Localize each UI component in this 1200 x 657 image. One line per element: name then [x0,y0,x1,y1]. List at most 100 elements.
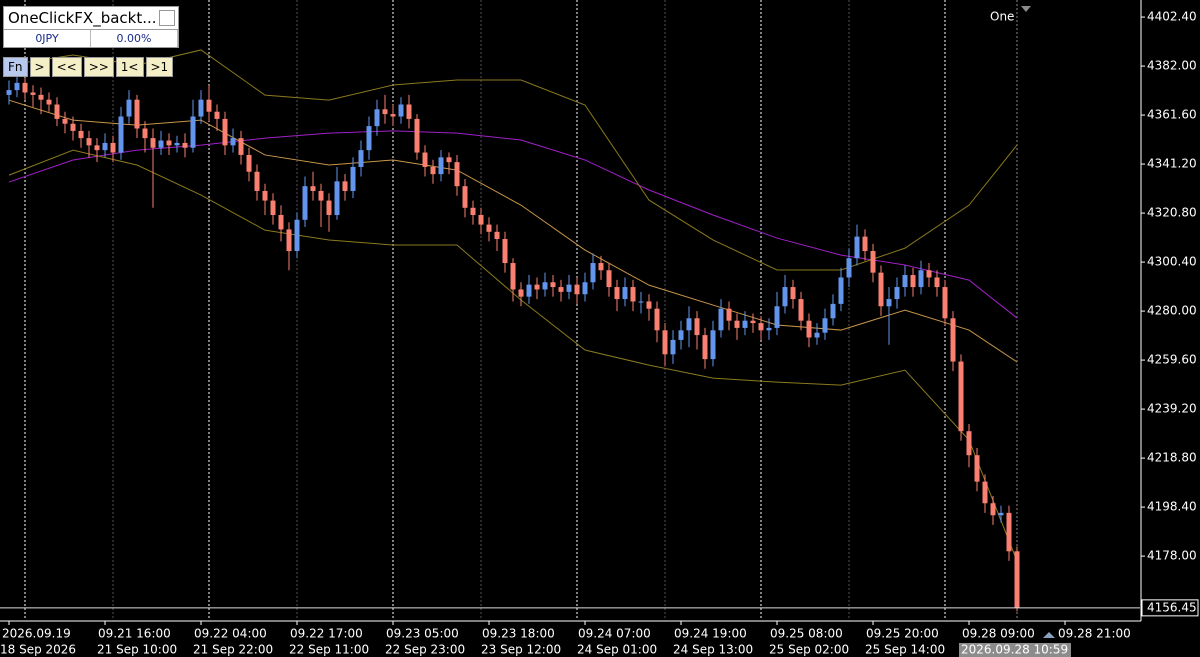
candle-body [70,123,76,131]
candle-body [190,116,196,148]
candle-body [134,99,140,129]
candle-body [422,152,428,167]
x-tick-label: 09.22 17:00 [290,627,363,641]
annotation: One [990,10,1014,24]
candle-body [334,181,340,215]
x-tick-label: 21 Sep 10:00 [97,643,177,657]
candle-body [406,104,412,119]
x-tick-label: 09.28 21:00 [1058,627,1131,641]
panel-button[interactable]: >> [83,57,114,77]
x-tick-label: 09.25 20:00 [866,627,939,641]
candle-body [982,481,988,504]
panel-button[interactable]: << [51,57,82,77]
candle-body [926,270,932,278]
candle-body [118,116,124,153]
y-tick-label: 4402.40 [1147,10,1197,24]
candle-body [822,318,828,333]
x-tick-label: 09.24 07:00 [578,627,651,641]
x-tick-label: 25 Sep 02:00 [769,643,849,657]
candle-body [30,92,36,95]
candle-body [950,318,956,362]
cursor-time-bg [959,643,1071,657]
scroll-marker [1043,632,1055,638]
candle-body [526,284,532,297]
candle-body [534,284,540,290]
candle-body [182,142,188,148]
candle-body [486,224,492,232]
candle-body [150,138,156,148]
panel-button[interactable]: Fn [3,57,28,77]
candle-body [502,239,508,264]
panel-button[interactable]: 1< [115,57,144,77]
candle-body [510,263,516,290]
candle-body [718,308,724,331]
button-row: Fn > << >> 1< >1 [3,57,179,77]
candle-body [166,140,172,146]
candle-body [198,99,204,117]
panel-button[interactable]: > [29,57,50,77]
candle-body [398,104,404,117]
candle-body [590,263,596,283]
candle-body [662,330,668,355]
candle-body [838,277,844,304]
x-tick-label: 2026.09.19 [2,627,71,641]
x-tick-label: 09.24 19:00 [674,627,747,641]
candle-body [702,335,708,360]
candle-body [998,512,1004,516]
candle-body [374,109,380,127]
candle-body [974,455,980,482]
candle-body [318,190,324,201]
candle-body [462,186,468,208]
y-tick-label: 4259.60 [1147,353,1197,367]
y-tick-label: 4218.80 [1147,451,1197,465]
candle-body [886,299,892,307]
candle-body [574,284,580,295]
candle-body [766,327,772,331]
x-tick-label: 25 Sep 14:00 [865,643,945,657]
candle-body [222,118,228,146]
x-tick-label: 21 Sep 22:00 [193,643,273,657]
candle-body [958,361,964,432]
candle-body [142,128,148,139]
candle-body [302,186,308,220]
indicator-line [8,99,1018,363]
candle-body [798,299,804,321]
candle-body [102,142,108,151]
panel-row: 0JPY 0.00% [3,30,179,48]
x-tick-label: 09.23 05:00 [386,627,459,641]
candle-body [310,186,316,191]
candle-body [350,166,356,191]
candle-body [854,236,860,259]
x-tick-label: 23 Sep 12:00 [481,643,561,657]
candle-body [646,301,652,309]
x-tick-label: 09.23 18:00 [482,627,555,641]
candle-body [622,287,628,300]
candle-body [246,154,252,172]
close-box[interactable] [159,10,175,26]
panel-title[interactable]: OneClickFX_backt... [3,6,179,30]
candle-body [902,275,908,288]
candle-body [870,251,876,273]
candle-body [342,181,348,191]
candle-body [774,306,780,328]
candle-body [278,214,284,230]
one-click-panel: OneClickFX_backt... 0JPY 0.00% Fn > << >> 1<… [3,6,179,77]
candle-body [758,323,764,331]
candle-body [38,94,44,100]
candle-body [918,270,924,288]
candle-body [606,270,612,288]
candle-body [286,229,292,252]
candle-body [734,320,740,328]
candle-body [910,275,916,288]
candle-body [934,277,940,288]
panel-title-text: OneClickFX_backt... [8,9,157,27]
candle-body [358,150,364,167]
candle-body [238,138,244,155]
candle-body [814,332,820,338]
candle-body [942,287,948,319]
candle-body [470,207,476,215]
indicator-line [8,130,1018,319]
candle-body [390,114,396,117]
panel-button[interactable]: >1 [145,57,174,77]
candle-body [670,339,676,355]
